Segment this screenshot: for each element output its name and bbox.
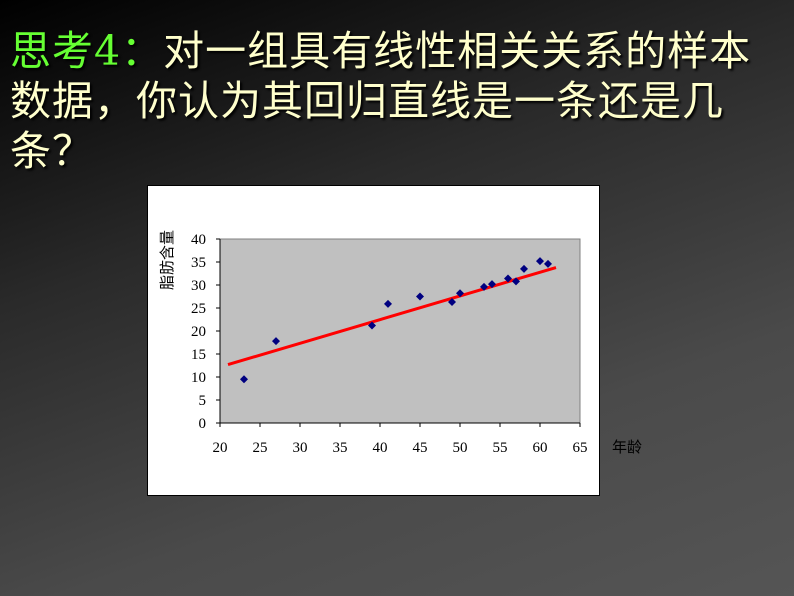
y-tick-label: 30 bbox=[191, 278, 206, 294]
x-tick-label: 40 bbox=[373, 440, 388, 456]
data-point bbox=[240, 375, 248, 384]
title-prefix: 思考4： bbox=[10, 27, 164, 75]
x-tick-label: 20 bbox=[213, 440, 228, 456]
title-text: 对一组具有线性相关关系的样本数据，你认为其回归直线是一条还是几条？ bbox=[10, 27, 752, 175]
data-point bbox=[456, 289, 464, 298]
data-point bbox=[536, 257, 544, 266]
y-tick-label: 40 bbox=[191, 232, 206, 248]
x-tick-label: 45 bbox=[413, 440, 428, 456]
x-tick-label: 50 bbox=[453, 440, 468, 456]
y-axis-label: 脂肪含量 bbox=[159, 230, 176, 290]
data-point bbox=[520, 264, 528, 273]
data-point bbox=[272, 337, 280, 346]
x-tick-label: 35 bbox=[333, 440, 348, 456]
y-tick-label: 35 bbox=[191, 255, 206, 271]
y-tick-label: 5 bbox=[199, 393, 207, 409]
data-point bbox=[368, 321, 376, 330]
data-point bbox=[544, 259, 552, 268]
slide-title: 思考4：对一组具有线性相关关系的样本数据，你认为其回归直线是一条还是几条？ bbox=[10, 26, 790, 176]
x-tick-label: 30 bbox=[293, 440, 308, 456]
data-point bbox=[504, 274, 512, 283]
y-tick-label: 20 bbox=[191, 324, 206, 340]
data-point bbox=[416, 292, 424, 301]
regression-line bbox=[227, 266, 557, 367]
y-tick-label: 0 bbox=[199, 416, 207, 432]
x-tick-label: 55 bbox=[493, 440, 508, 456]
y-tick-label: 25 bbox=[191, 301, 206, 317]
y-tick-label: 10 bbox=[191, 370, 206, 386]
x-tick-label: 60 bbox=[533, 440, 548, 456]
x-axis-label: 年龄 bbox=[612, 439, 642, 456]
data-point bbox=[488, 280, 496, 289]
data-point bbox=[512, 277, 520, 286]
x-tick-label: 65 bbox=[573, 440, 588, 456]
x-tick-label: 25 bbox=[253, 440, 268, 456]
data-point bbox=[480, 282, 488, 291]
plot-area bbox=[219, 238, 581, 424]
data-point bbox=[384, 299, 392, 308]
data-point bbox=[448, 298, 456, 307]
y-tick-label: 15 bbox=[191, 347, 206, 363]
